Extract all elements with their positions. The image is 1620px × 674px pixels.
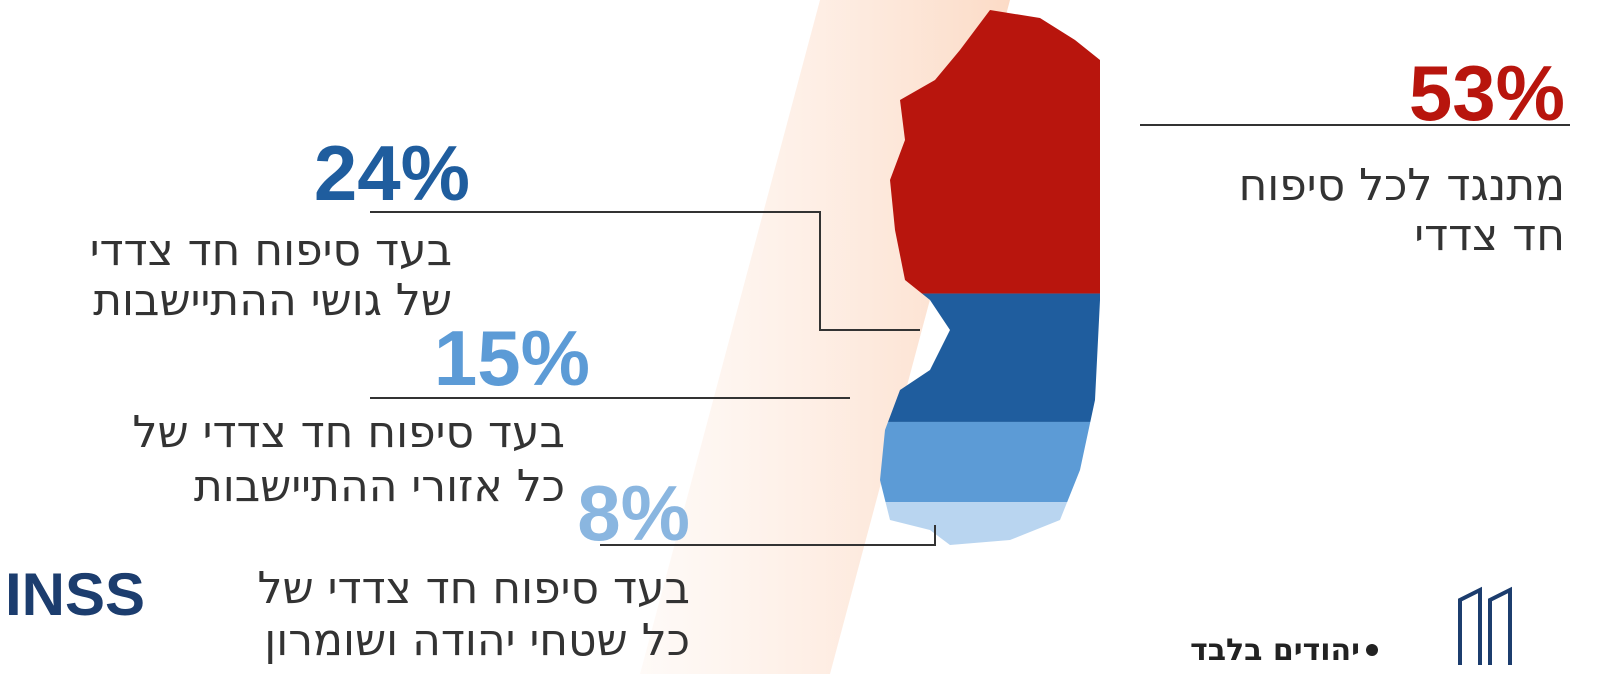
logo: INSS: [5, 561, 145, 628]
category-label: של גושי ההתיישבות: [93, 275, 452, 326]
leader-line: [370, 211, 920, 331]
category-label: בעד סיפוח חד צדדי של: [133, 407, 565, 458]
logo-icon: [1458, 586, 1512, 665]
category-label: מתנגד לכל סיפוח: [1239, 160, 1565, 211]
bullet: [1366, 644, 1378, 656]
category-label: כל שטחי יהודה ושומרון: [264, 615, 690, 666]
value-label: 24%: [314, 129, 470, 217]
footnote: יהודים בלבד: [1190, 633, 1360, 668]
leader-line: [600, 525, 936, 546]
category-label: בעד סיפוח חד צדדי של: [258, 563, 690, 614]
value-label: 15%: [434, 314, 590, 402]
segment: [880, 421, 1100, 503]
category-label: חד צדדי: [1414, 210, 1565, 261]
category-label: בעד סיפוח חד צדדי: [90, 225, 452, 276]
value-label: 53%: [1409, 49, 1565, 137]
value-label: 8%: [577, 469, 690, 557]
segment: [880, 502, 1100, 545]
category-label: כל אזורי ההתיישבות: [194, 461, 565, 512]
